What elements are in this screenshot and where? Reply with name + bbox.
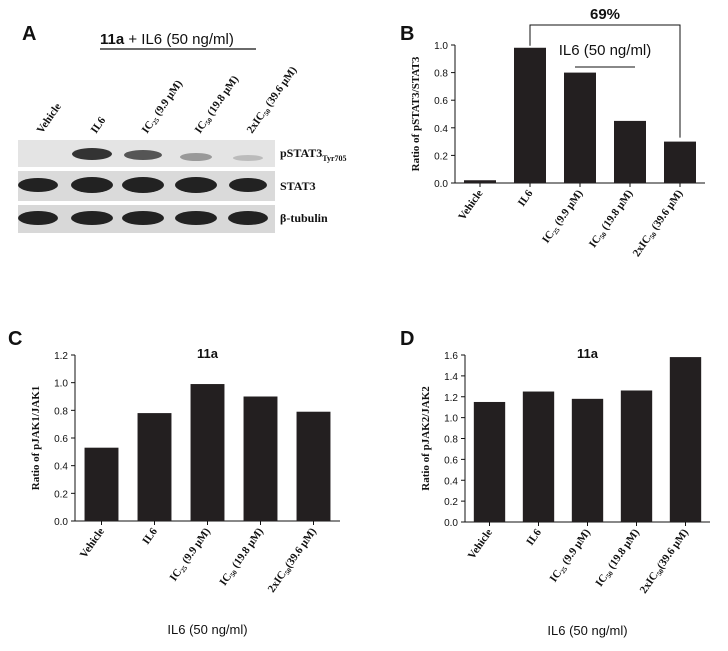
y-tick-label: 0.0 [444,518,458,529]
x-tick-label: IC₅₀ (19.8 μM) [593,527,642,589]
row-label: pSTAT3Tyr705 [280,146,347,163]
bracket [529,24,681,138]
annotation: IL6 (50 ng/ml) [559,42,652,59]
bar [243,396,278,521]
y-tick-label: 0.6 [444,455,458,466]
blot-header: 11a + IL6 (50 ng/ml) [100,31,234,48]
lane-label: IL6 [89,114,109,135]
panel-letter: B [400,23,414,45]
band [228,211,268,225]
lane-label: IC₅₀ (19.8 μM) [193,73,242,135]
x-tick-label: Vehicle [78,526,107,561]
band [18,211,58,225]
bar [190,384,225,521]
y-tick-label: 1.2 [444,393,458,404]
bar [614,120,646,183]
band [175,211,217,225]
y-tick-label: 0.4 [434,124,448,135]
annotation: 69% [590,6,620,23]
y-tick-label: 0.0 [54,517,68,528]
x-tick-label: 2xIC₅₀(39.6 μM) [266,526,319,595]
x-tick-label: Vehicle [466,527,495,562]
x-tick-label: IC₂₅ (9.9 μM) [168,526,214,584]
y-tick-label: 0.6 [434,96,448,107]
bar [84,447,119,521]
y-tick-label: 0.8 [434,69,448,80]
y-tick-label: 1.0 [434,41,448,52]
band [122,177,164,193]
x-tick-label: IC₂₅ (9.9 μM) [548,527,594,585]
bar [571,398,604,522]
y-tick-label: 0.6 [54,434,68,445]
band [233,155,263,161]
bar [669,357,702,522]
y-tick-label: 1.2 [54,351,68,362]
header-bold: 11a [100,31,125,48]
x-tick-label: IC₅₀ (19.8 μM) [217,526,266,588]
y-axis-label: Ratio of pSTAT3/STAT3 [410,56,422,171]
x-tick-label: Vehicle [456,188,485,223]
x-tick-label: 2xIC₅₀(39.6 μM) [638,527,691,596]
y-tick-label: 1.0 [444,414,458,425]
row-label: STAT3 [280,179,316,193]
band [18,178,58,192]
band [175,177,217,193]
band [122,211,164,225]
y-tick-label: 0.8 [54,406,68,417]
bar [296,411,331,521]
y-axis-label: Ratio of pJAK1/JAK1 [30,386,42,491]
lane-label: Vehicle [35,101,64,136]
bar [464,180,496,183]
panel-letter: D [400,328,414,350]
y-tick-label: 0.8 [444,435,458,446]
y-tick-label: 0.0 [434,179,448,190]
row-label-main: pSTAT3 [280,146,322,160]
x-tick-label: IL6 [524,526,544,547]
x-axis-label: IL6 (50 ng/ml) [547,623,627,638]
y-tick-label: 0.2 [444,497,458,508]
bar [522,391,555,522]
y-tick-label: 0.4 [54,462,68,473]
x-tick-label: 2xIC₅₀ (39.6 μM) [631,188,686,259]
chart-title: 11a [577,346,599,361]
band [124,150,162,160]
lane-label: IC₂₅ (9.9 μM) [140,78,186,136]
bar [620,390,653,522]
y-axis-label: Ratio of pJAK2/JAK2 [420,386,432,491]
bar [473,401,506,522]
x-tick-label: IC₅₀ (19.8 μM) [587,188,636,250]
band [180,153,212,161]
row-label-sub: Tyr705 [322,154,346,163]
y-tick-label: 0.4 [444,476,458,487]
x-tick-label: IL6 [140,525,160,546]
row-label: β-tubulin [280,211,328,225]
y-tick-label: 1.0 [54,379,68,390]
y-tick-label: 1.6 [444,351,458,362]
bar [664,141,696,183]
blot [18,140,275,233]
x-axis-label: IL6 (50 ng/ml) [167,622,247,637]
panel-letter: A [22,23,36,45]
panel-letter: C [8,328,22,350]
header-rest: + IL6 (50 ng/ml) [128,31,233,48]
bar [137,413,172,521]
x-tick-label: IC₂₅ (9.9 μM) [540,188,586,246]
band [71,177,113,193]
x-tick-label: IL6 [516,187,536,208]
lane-label: 2xIC₅₀ (39.6 μM) [245,64,300,135]
bar [514,47,546,184]
band [71,211,113,225]
y-tick-label: 0.2 [54,489,68,500]
band [229,178,267,192]
band [72,148,112,160]
chart-title: 11a [197,346,219,361]
y-tick-label: 0.2 [434,151,448,162]
bar [564,72,596,183]
y-tick-label: 1.4 [444,372,458,383]
